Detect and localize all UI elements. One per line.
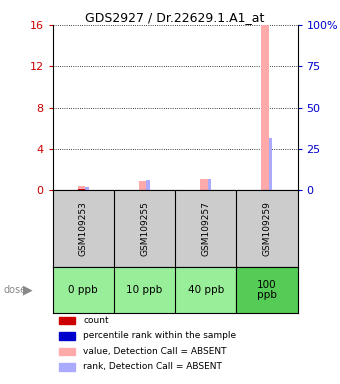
Text: 10 ppb: 10 ppb bbox=[126, 285, 163, 295]
Text: count: count bbox=[83, 316, 109, 325]
Bar bbox=[207, 179, 211, 190]
Text: GSM109257: GSM109257 bbox=[201, 201, 210, 256]
Text: rank, Detection Call = ABSENT: rank, Detection Call = ABSENT bbox=[83, 362, 222, 371]
Bar bbox=[146, 180, 150, 190]
Bar bbox=[78, 189, 85, 190]
Text: percentile rank within the sample: percentile rank within the sample bbox=[83, 331, 236, 341]
Bar bbox=[139, 181, 146, 190]
Bar bbox=[261, 25, 269, 190]
Bar bbox=[78, 187, 85, 190]
Text: GSM109259: GSM109259 bbox=[262, 201, 271, 256]
Bar bbox=[200, 179, 207, 190]
Text: 0 ppb: 0 ppb bbox=[68, 285, 98, 295]
Text: dose: dose bbox=[3, 285, 27, 295]
Title: GDS2927 / Dr.22629.1.A1_at: GDS2927 / Dr.22629.1.A1_at bbox=[85, 11, 265, 24]
Bar bbox=[269, 139, 272, 190]
Bar bbox=[85, 187, 89, 190]
Text: GSM109253: GSM109253 bbox=[79, 201, 88, 256]
Text: GSM109255: GSM109255 bbox=[140, 201, 149, 256]
Text: ▶: ▶ bbox=[23, 283, 33, 296]
Bar bbox=[236, 267, 298, 313]
Text: 100
ppb: 100 ppb bbox=[257, 280, 277, 300]
Text: value, Detection Call = ABSENT: value, Detection Call = ABSENT bbox=[83, 347, 227, 356]
Text: 40 ppb: 40 ppb bbox=[188, 285, 224, 295]
